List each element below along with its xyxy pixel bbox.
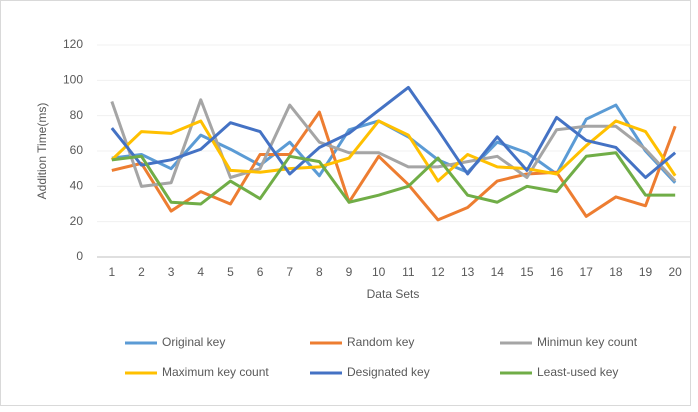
legend-label: Least-used key [537, 365, 618, 379]
y-tick-label: 0 [76, 249, 83, 263]
x-tick-label: 2 [138, 265, 145, 279]
x-tick-label: 18 [609, 265, 623, 279]
x-tick-label: 19 [639, 265, 653, 279]
y-tick-label: 80 [70, 108, 84, 122]
series-line [111, 151, 676, 206]
y-tick-label: 120 [63, 37, 83, 51]
x-tick-label: 12 [431, 265, 445, 279]
x-tick-label: 4 [197, 265, 204, 279]
x-tick-label: 3 [168, 265, 175, 279]
y-axis-title: Addition Time(ms) [35, 103, 49, 200]
x-tick-label: 5 [227, 265, 234, 279]
series-line [110, 98, 677, 188]
series-line [110, 119, 677, 183]
x-tick-label: 1 [108, 265, 115, 279]
x-axis-title: Data Sets [367, 287, 420, 301]
legend-label: Original key [162, 335, 225, 349]
x-tick-label: 17 [580, 265, 594, 279]
legend-label: Minimun key count [537, 335, 638, 349]
x-tick-label: 8 [316, 265, 323, 279]
x-tick-label: 11 [402, 265, 415, 279]
x-tick-label: 14 [491, 265, 505, 279]
legend-label: Random key [347, 335, 414, 349]
x-tick-label: 7 [286, 265, 293, 279]
x-tick-label: 15 [520, 265, 534, 279]
x-tick-label: 16 [550, 265, 564, 279]
y-tick-label: 60 [70, 143, 84, 157]
series-line [111, 110, 677, 222]
series-line [110, 85, 677, 179]
x-tick-label: 9 [346, 265, 353, 279]
y-tick-label: 100 [63, 73, 83, 87]
x-tick-label: 10 [372, 265, 386, 279]
x-tick-label: 6 [257, 265, 264, 279]
x-tick-label: 20 [668, 265, 682, 279]
y-tick-label: 40 [70, 179, 84, 193]
x-tick-label: 13 [461, 265, 475, 279]
y-tick-label: 20 [70, 214, 84, 228]
legend-label: Designated key [347, 365, 430, 379]
legend-label: Maximum key count [162, 365, 269, 379]
